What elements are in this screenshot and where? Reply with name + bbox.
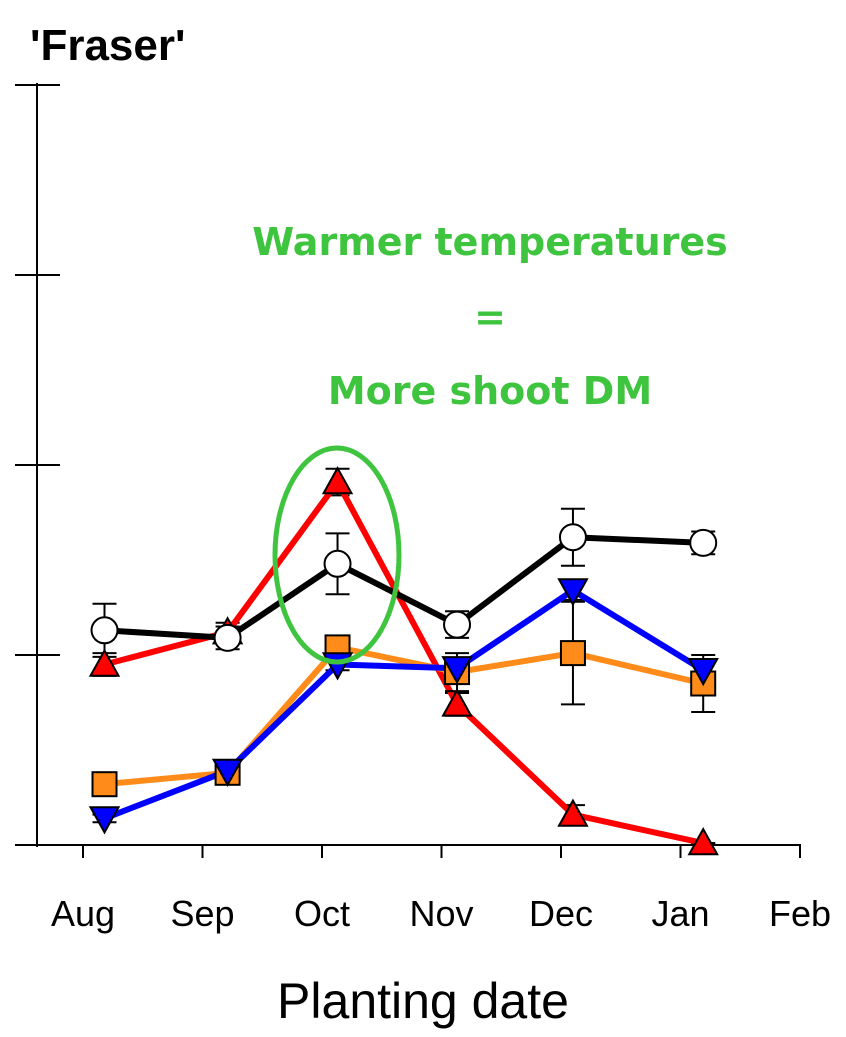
annotation: More shoot DM: [328, 369, 652, 413]
point: [441, 656, 473, 685]
series-line: [104, 534, 704, 641]
point: [558, 523, 587, 552]
point: [443, 610, 472, 639]
x-tick-label: Sep: [170, 893, 234, 934]
point: [323, 549, 352, 578]
annotation: Warmer temperatures: [252, 220, 728, 264]
x-tick-label: Aug: [51, 893, 115, 934]
point: [687, 658, 719, 687]
highlight-ellipse: [272, 445, 402, 665]
point: [557, 798, 589, 827]
plot-area: Aug Sep Oct Nov Dec Jan Feb: [15, 84, 831, 934]
point: [88, 806, 121, 835]
x-tick-label: Dec: [529, 893, 593, 934]
annotation: =: [474, 295, 506, 339]
x-axis-label: Planting date: [277, 973, 569, 1029]
point: [90, 616, 119, 645]
point: [88, 648, 121, 677]
point: [211, 758, 244, 787]
point: [559, 640, 586, 667]
series-line: [103, 587, 705, 822]
point: [557, 578, 589, 607]
x-tick-label: Nov: [409, 893, 473, 934]
chart-title: 'Fraser': [30, 21, 185, 70]
point: [321, 466, 354, 495]
point: [441, 688, 473, 717]
point: [91, 771, 118, 798]
series-line: [104, 644, 704, 788]
point: [213, 623, 242, 652]
point: [689, 528, 718, 557]
x-tick-label: Feb: [769, 893, 831, 934]
x-tick-label: Oct: [294, 893, 350, 934]
point: [687, 827, 719, 856]
x-tick-label: Jan: [651, 893, 709, 934]
